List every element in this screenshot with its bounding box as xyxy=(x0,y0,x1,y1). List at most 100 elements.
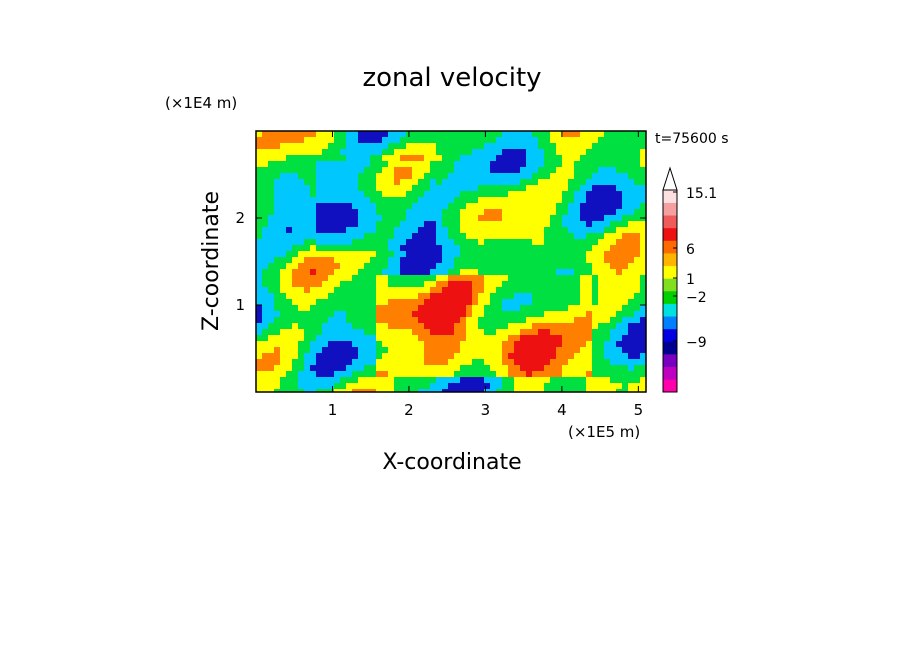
field-cell xyxy=(352,215,359,222)
field-cell xyxy=(502,281,509,288)
field-cell xyxy=(454,389,461,392)
field-cell xyxy=(448,317,455,324)
field-cell xyxy=(592,347,599,354)
field-cell xyxy=(508,215,515,222)
field-cell xyxy=(424,347,431,354)
field-cell xyxy=(286,131,293,138)
field-cell xyxy=(520,251,527,258)
field-cell xyxy=(622,221,629,228)
field-cell xyxy=(532,167,539,174)
field-cell xyxy=(568,245,575,252)
field-cell xyxy=(478,365,485,372)
field-cell xyxy=(616,149,623,156)
field-cell xyxy=(544,353,551,360)
field-cell xyxy=(454,173,461,180)
field-cell xyxy=(604,317,611,324)
field-cell xyxy=(448,239,455,246)
field-cell xyxy=(316,173,323,180)
field-cell xyxy=(616,299,623,306)
field-cell xyxy=(472,251,479,258)
field-cell xyxy=(310,257,317,264)
field-cell xyxy=(580,203,587,210)
field-cell xyxy=(418,353,425,360)
field-cell xyxy=(298,131,305,138)
field-cell xyxy=(364,233,371,240)
field-cell xyxy=(454,293,461,300)
field-cell xyxy=(334,263,341,270)
field-cell xyxy=(580,131,587,138)
field-cell xyxy=(580,233,587,240)
field-cell xyxy=(304,143,311,150)
field-cell xyxy=(292,299,299,306)
field-cell xyxy=(532,227,539,234)
field-cell xyxy=(346,131,353,138)
field-cell xyxy=(604,335,611,342)
field-cell xyxy=(526,149,533,156)
field-cell xyxy=(388,197,395,204)
field-cell xyxy=(340,359,347,366)
colorbar-label: 6 xyxy=(686,242,695,258)
field-cell xyxy=(352,137,359,144)
field-cell xyxy=(310,173,317,180)
field-cell xyxy=(580,227,587,234)
field-cell xyxy=(466,239,473,246)
field-cell xyxy=(340,197,347,204)
field-cell xyxy=(526,215,533,222)
field-cell xyxy=(610,233,617,240)
field-cell xyxy=(322,131,329,138)
field-cell xyxy=(502,323,509,330)
field-cell xyxy=(586,143,593,150)
field-cell xyxy=(586,179,593,186)
field-cell xyxy=(286,299,293,306)
field-cell xyxy=(424,185,431,192)
field-cell xyxy=(382,143,389,150)
field-cell xyxy=(514,275,521,282)
field-cell xyxy=(490,149,497,156)
field-cell xyxy=(514,299,521,306)
field-cell xyxy=(292,239,299,246)
field-cell xyxy=(388,143,395,150)
field-cell xyxy=(370,221,377,228)
field-cell xyxy=(310,263,317,270)
field-cell xyxy=(574,173,581,180)
field-cell xyxy=(400,137,407,144)
field-cell xyxy=(532,299,539,306)
field-cell xyxy=(328,137,335,144)
field-cell xyxy=(592,275,599,282)
colorbar-swatch xyxy=(663,265,677,279)
field-cell xyxy=(610,389,617,392)
field-cell xyxy=(532,269,539,276)
field-cell xyxy=(490,347,497,354)
field-cell xyxy=(514,161,521,168)
field-cell xyxy=(544,293,551,300)
field-cell xyxy=(406,329,413,336)
field-cell xyxy=(598,311,605,318)
field-cell xyxy=(298,359,305,366)
field-cell xyxy=(412,287,419,294)
field-cell xyxy=(274,365,281,372)
field-cell xyxy=(562,221,569,228)
field-cell xyxy=(376,227,383,234)
field-cell xyxy=(616,377,623,384)
field-cell xyxy=(256,323,263,330)
field-cell xyxy=(424,335,431,342)
field-cell xyxy=(430,329,437,336)
field-cell xyxy=(502,389,509,392)
field-cell xyxy=(520,245,527,252)
field-cell xyxy=(616,179,623,186)
field-cell xyxy=(616,323,623,330)
field-cell xyxy=(490,197,497,204)
field-cell xyxy=(556,359,563,366)
field-cell xyxy=(568,155,575,162)
field-cell xyxy=(472,179,479,186)
field-cell xyxy=(340,299,347,306)
field-cell xyxy=(544,131,551,138)
field-cell xyxy=(592,269,599,276)
field-cell xyxy=(484,377,491,384)
field-cell xyxy=(496,149,503,156)
field-cell xyxy=(322,365,329,372)
field-cell xyxy=(628,239,635,246)
field-cell xyxy=(340,233,347,240)
field-cell xyxy=(388,269,395,276)
field-cell xyxy=(352,359,359,366)
